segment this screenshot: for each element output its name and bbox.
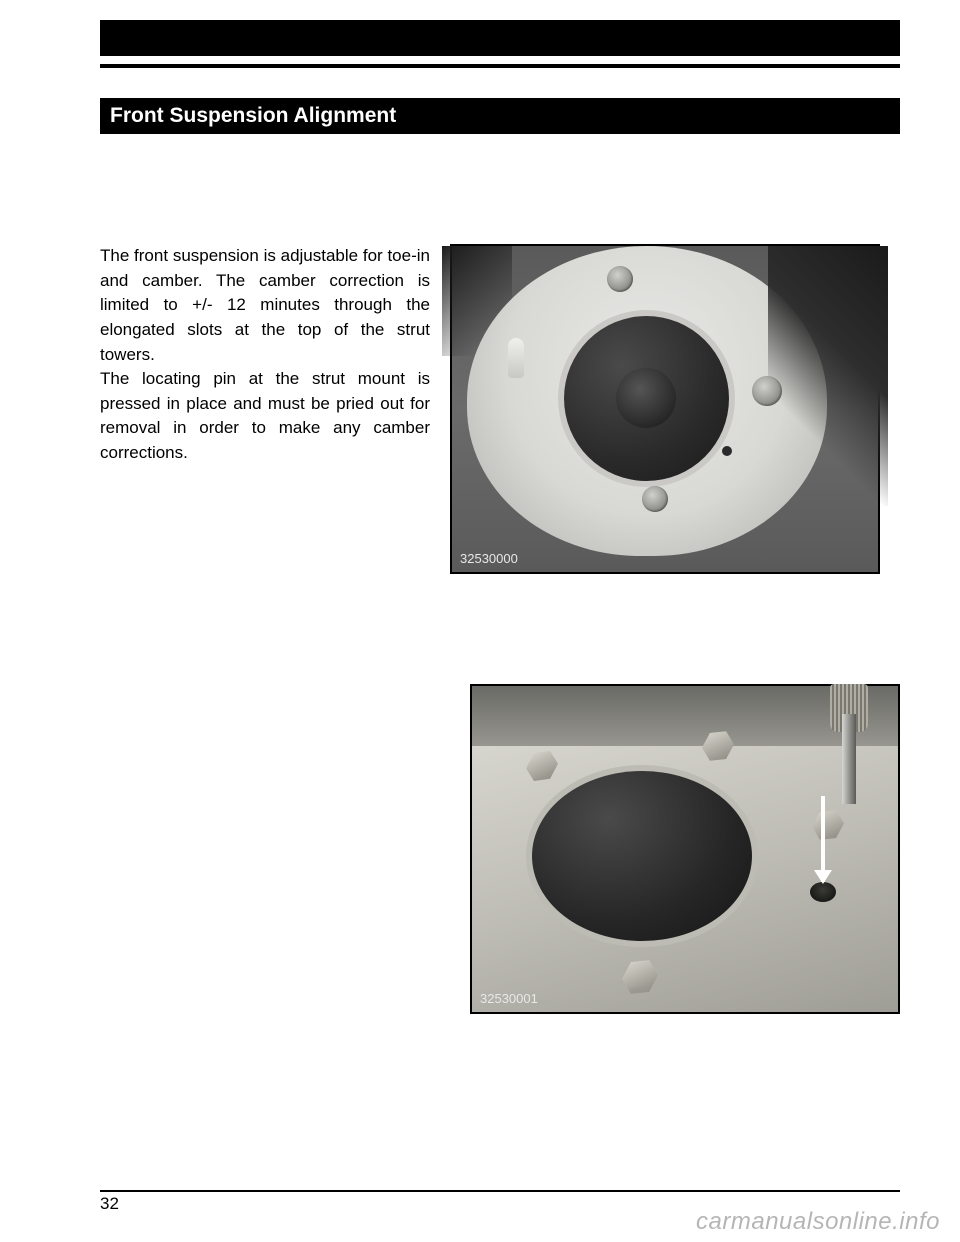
section-title: Front Suspension Alignment — [110, 104, 396, 127]
page: Front Suspension Alignment The front sus… — [0, 0, 960, 1242]
body-text: The front suspension is adjustable for t… — [100, 244, 430, 466]
watermark: carmanualsonline.info — [696, 1208, 940, 1236]
fig2-arrow — [821, 796, 825, 882]
fig1-inner-cap — [616, 368, 676, 428]
figure-2: 32530001 — [470, 684, 900, 1014]
fig1-bolt-bottom — [642, 486, 668, 512]
paragraph-2: The locating pin at the strut mount is p… — [100, 367, 430, 466]
fig1-center-cap — [564, 316, 729, 481]
figure-2-caption: 32530001 — [480, 991, 538, 1006]
content-row-2: 32530001 — [100, 684, 900, 1014]
content-row-1: The front suspension is adjustable for t… — [100, 244, 900, 574]
figure-1: 32530000 — [450, 244, 880, 574]
fig1-bolt-top — [607, 266, 633, 292]
header-bar — [100, 20, 900, 56]
fig2-pin-hole — [810, 882, 836, 902]
page-number: 32 — [100, 1194, 119, 1214]
fig1-hole — [722, 446, 732, 456]
fig2-tool — [826, 684, 872, 804]
fig2-tool-shaft — [842, 714, 856, 804]
footer-rule — [100, 1190, 900, 1192]
fig1-locating-pin — [508, 338, 524, 378]
fig1-bolt-right — [752, 376, 782, 406]
paragraph-1: The front suspension is adjustable for t… — [100, 244, 430, 367]
figure-1-caption: 32530000 — [460, 551, 518, 566]
fig1-shadow-right — [768, 246, 888, 506]
header-rule — [100, 64, 900, 68]
fig2-center-cap — [532, 771, 752, 941]
section-title-bar: Front Suspension Alignment — [100, 98, 900, 134]
